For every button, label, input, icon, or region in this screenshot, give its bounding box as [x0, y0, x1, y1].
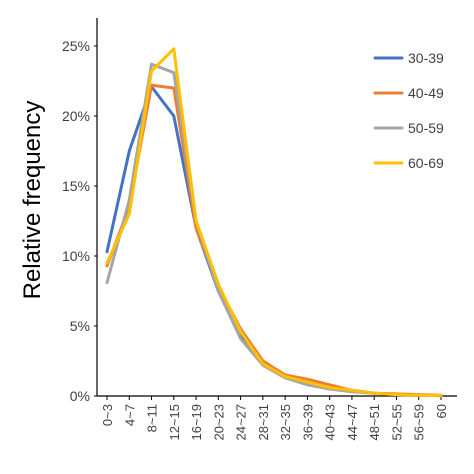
x-tick-label-group: 0~3: [100, 404, 115, 426]
legend-label: 60-69: [408, 155, 444, 171]
x-tick-label: 0~3: [100, 404, 115, 426]
x-tick-label: 20~23: [211, 404, 226, 441]
series-line-40-49: [105, 83, 443, 397]
series-lines: [105, 47, 443, 398]
y-tick-label: 10%: [62, 248, 90, 264]
x-tick-label-group: 60: [434, 404, 449, 418]
x-tick-label: 12~15: [167, 404, 182, 441]
y-tick-label: 5%: [70, 318, 90, 334]
legend-label: 40-49: [408, 85, 444, 101]
x-tick-label-group: 20~23: [211, 404, 226, 441]
legend: 30-39 40-49 50-59 60-69: [373, 50, 444, 171]
x-tick-label: 48~51: [367, 404, 382, 441]
x-ticks: 0~3 4~7 8~11 12~15 16~19 20~23 24~27 28~31 32~35…: [100, 396, 449, 441]
x-tick-label: 24~27: [234, 404, 249, 441]
x-tick-label-group: 16~19: [189, 404, 204, 441]
x-tick-label: 28~31: [256, 404, 271, 441]
x-tick-label: 44~47: [345, 404, 360, 441]
x-tick-label: 16~19: [189, 404, 204, 441]
series-line-60-69: [105, 47, 443, 398]
x-tick-label-group: 24~27: [234, 404, 249, 441]
y-ticks: 0% 5% 10% 15% 20% 25%: [62, 38, 97, 404]
x-tick-label-group: 36~39: [300, 404, 315, 441]
x-tick-label-group: 40~43: [323, 404, 338, 441]
y-tick-label: 25%: [62, 38, 90, 54]
y-tick-label: 20%: [62, 108, 90, 124]
series-line-50-59: [105, 62, 443, 398]
x-tick-label: 36~39: [300, 404, 315, 441]
x-tick-label: 8~11: [145, 404, 160, 432]
x-tick-label: 60: [434, 404, 449, 418]
y-axis-title-group: Relative frequency: [19, 101, 46, 300]
x-tick-label-group: 32~35: [278, 404, 293, 441]
series-line-30-39: [105, 85, 443, 398]
x-tick-label-group: 52~55: [389, 404, 404, 441]
x-tick-label: 52~55: [389, 404, 404, 441]
x-tick-label-group: 56~59: [412, 404, 427, 441]
x-tick-label-group: 28~31: [256, 404, 271, 441]
x-tick-label: 4~7: [122, 404, 137, 426]
legend-label: 30-39: [408, 50, 444, 66]
x-tick-label-group: 8~11: [145, 404, 160, 432]
x-tick-label: 40~43: [323, 404, 338, 441]
x-tick-label-group: 48~51: [367, 404, 382, 441]
legend-label: 50-59: [408, 120, 444, 136]
y-tick-label: 15%: [62, 178, 90, 194]
y-tick-label: 0%: [70, 388, 90, 404]
x-tick-label-group: 12~15: [167, 404, 182, 441]
x-tick-label: 56~59: [412, 404, 427, 441]
x-tick-label-group: 4~7: [122, 404, 137, 426]
x-tick-label-group: 44~47: [345, 404, 360, 441]
x-tick-label: 32~35: [278, 404, 293, 441]
y-axis-title: Relative frequency: [19, 101, 46, 300]
